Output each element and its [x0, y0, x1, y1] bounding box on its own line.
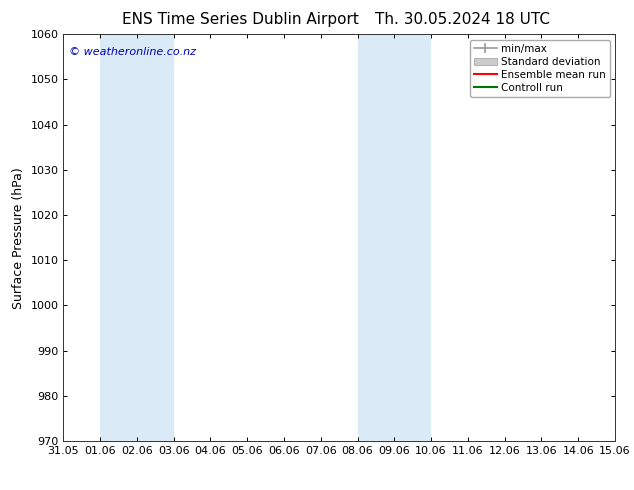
Y-axis label: Surface Pressure (hPa): Surface Pressure (hPa) — [12, 167, 25, 309]
Text: Th. 30.05.2024 18 UTC: Th. 30.05.2024 18 UTC — [375, 12, 550, 27]
Text: © weatheronline.co.nz: © weatheronline.co.nz — [69, 47, 196, 56]
Bar — [615, 34, 633, 441]
Text: ENS Time Series Dublin Airport: ENS Time Series Dublin Airport — [122, 12, 359, 27]
Legend: min/max, Standard deviation, Ensemble mean run, Controll run: min/max, Standard deviation, Ensemble me… — [470, 40, 610, 97]
Bar — [358, 34, 431, 441]
Bar — [100, 34, 174, 441]
